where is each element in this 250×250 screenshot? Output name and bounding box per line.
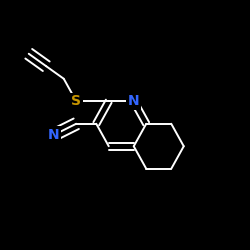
- Text: N: N: [128, 94, 140, 108]
- Text: N: N: [48, 128, 60, 142]
- Text: S: S: [71, 94, 81, 108]
